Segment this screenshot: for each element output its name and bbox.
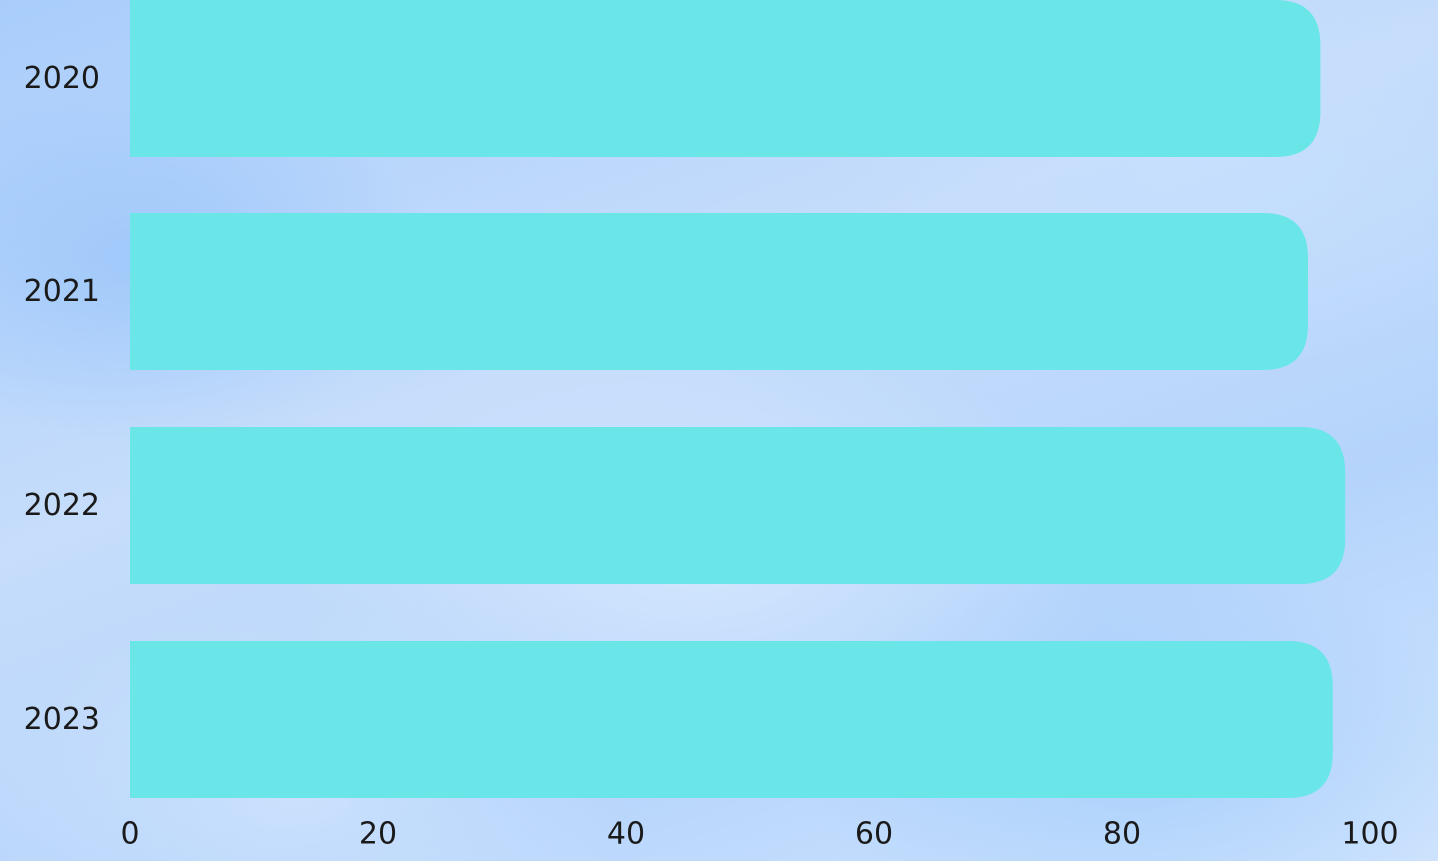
bar-2023 xyxy=(130,641,1333,798)
x-tick-label-40: 40 xyxy=(607,817,645,852)
x-axis-tick-labels: 0 20 40 60 80 100 xyxy=(120,817,1398,852)
x-tick-label-100: 100 xyxy=(1341,817,1398,852)
bars-group xyxy=(130,0,1346,798)
bar-2022 xyxy=(130,427,1346,584)
category-label-2022: 2022 xyxy=(24,488,100,523)
x-tick-label-20: 20 xyxy=(359,817,397,852)
x-tick-label-60: 60 xyxy=(855,817,893,852)
x-tick-label-80: 80 xyxy=(1103,817,1141,852)
bar-2020 xyxy=(130,0,1321,157)
bar-2021 xyxy=(130,213,1308,370)
category-label-2023: 2023 xyxy=(24,702,100,737)
category-label-2020: 2020 xyxy=(24,61,100,96)
x-tick-label-0: 0 xyxy=(120,817,139,852)
category-labels: 2020 2021 2022 2023 xyxy=(24,61,100,737)
category-label-2021: 2021 xyxy=(24,274,100,309)
